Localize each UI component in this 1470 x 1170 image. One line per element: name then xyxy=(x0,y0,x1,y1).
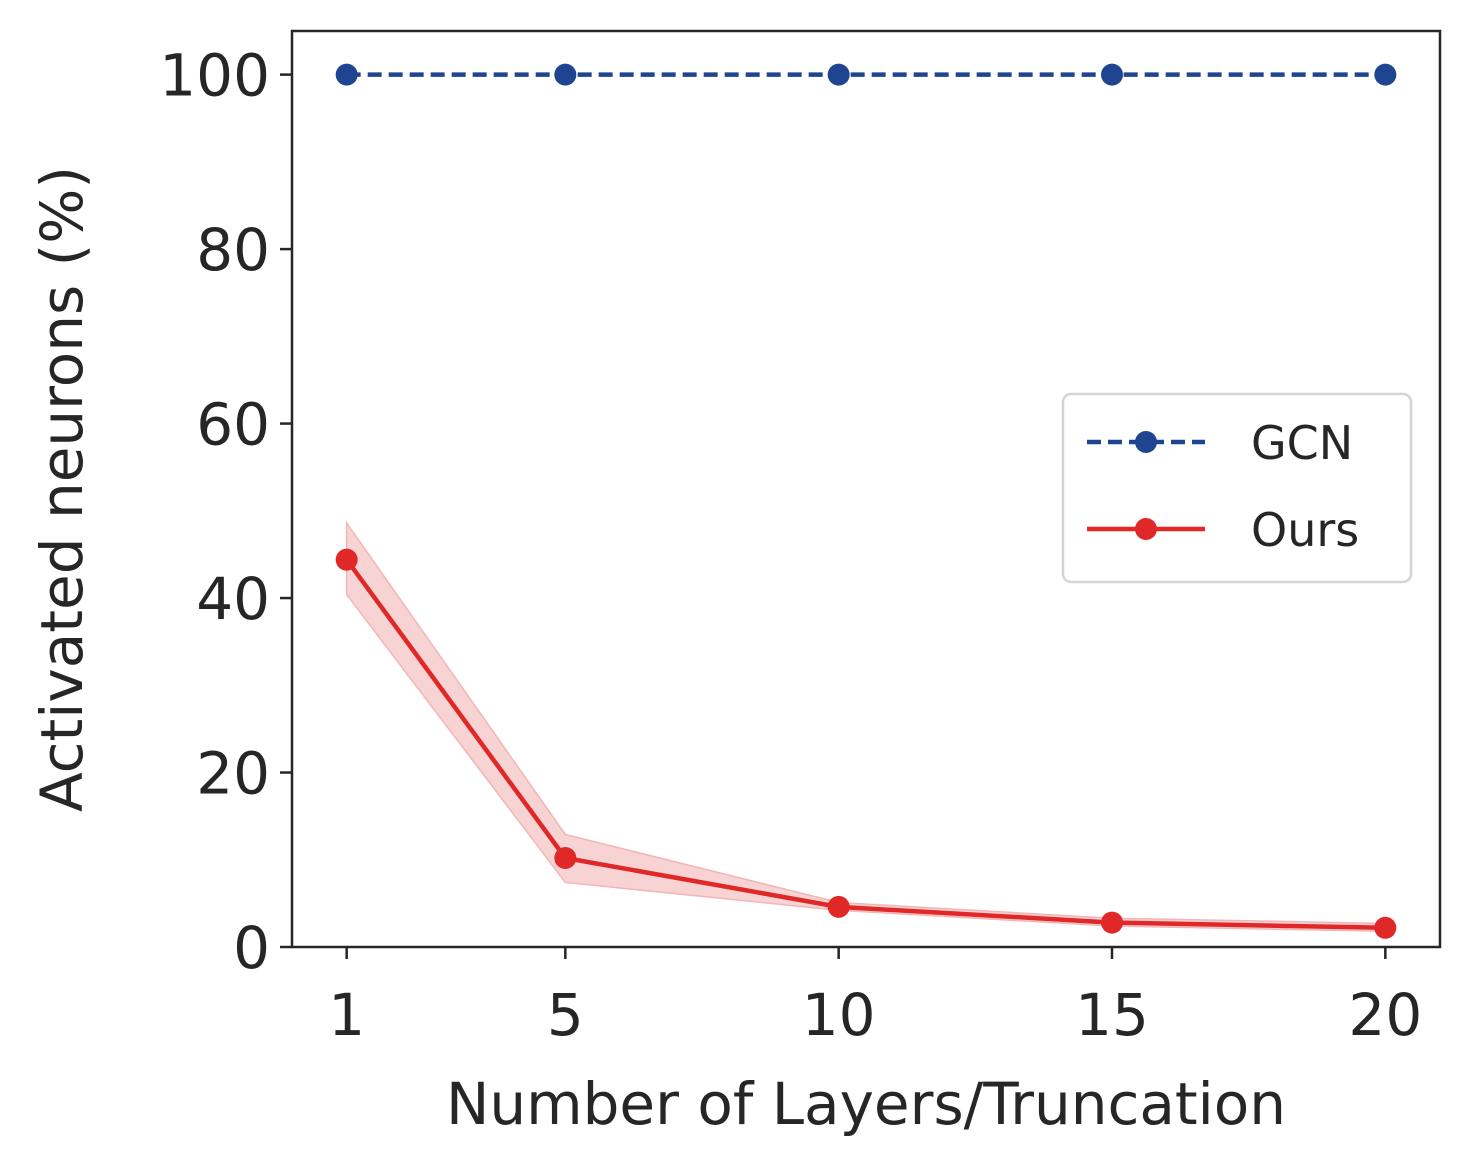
legend-gcn-label: GCN xyxy=(1251,416,1353,470)
gcn-point xyxy=(827,63,850,86)
gcn-point xyxy=(554,63,577,86)
ours-point xyxy=(554,847,577,870)
x-tick-label: 20 xyxy=(1348,981,1422,1049)
x-axis-title: Number of Layers/Truncation xyxy=(446,1070,1286,1138)
y-axis-title: Activated neurons (%) xyxy=(28,166,96,812)
y-tick-label: 40 xyxy=(196,565,270,633)
y-tick-label: 80 xyxy=(196,216,270,284)
y-tick-label: 0 xyxy=(233,914,270,982)
y-tick-label: 60 xyxy=(196,391,270,459)
y-tick-label: 20 xyxy=(196,740,270,808)
gcn-point xyxy=(1374,63,1397,86)
legend-gcn-marker xyxy=(1135,431,1157,453)
series-markers xyxy=(335,63,1397,939)
gcn-point xyxy=(1101,63,1123,86)
plot-frame xyxy=(290,29,1442,949)
legend-ours-label: Ours xyxy=(1251,503,1359,557)
x-tick-label: 5 xyxy=(547,981,584,1049)
x-axis-ticks: 1 5 10 15 20 xyxy=(328,947,1422,1049)
gcn-point xyxy=(335,63,358,86)
legend: GCN Ours xyxy=(1061,392,1413,584)
ours-point xyxy=(827,895,850,918)
x-tick-label: 15 xyxy=(1075,981,1149,1049)
legend-ours-marker xyxy=(1135,518,1157,540)
y-tick-label: 100 xyxy=(159,42,270,110)
x-tick-label: 10 xyxy=(802,981,876,1049)
ours-point xyxy=(1374,916,1397,939)
x-tick-label: 1 xyxy=(328,981,365,1049)
ours-point xyxy=(335,548,358,571)
ours-point xyxy=(1101,911,1123,934)
y-axis-ticks: 0 20 40 60 80 100 xyxy=(159,42,292,982)
